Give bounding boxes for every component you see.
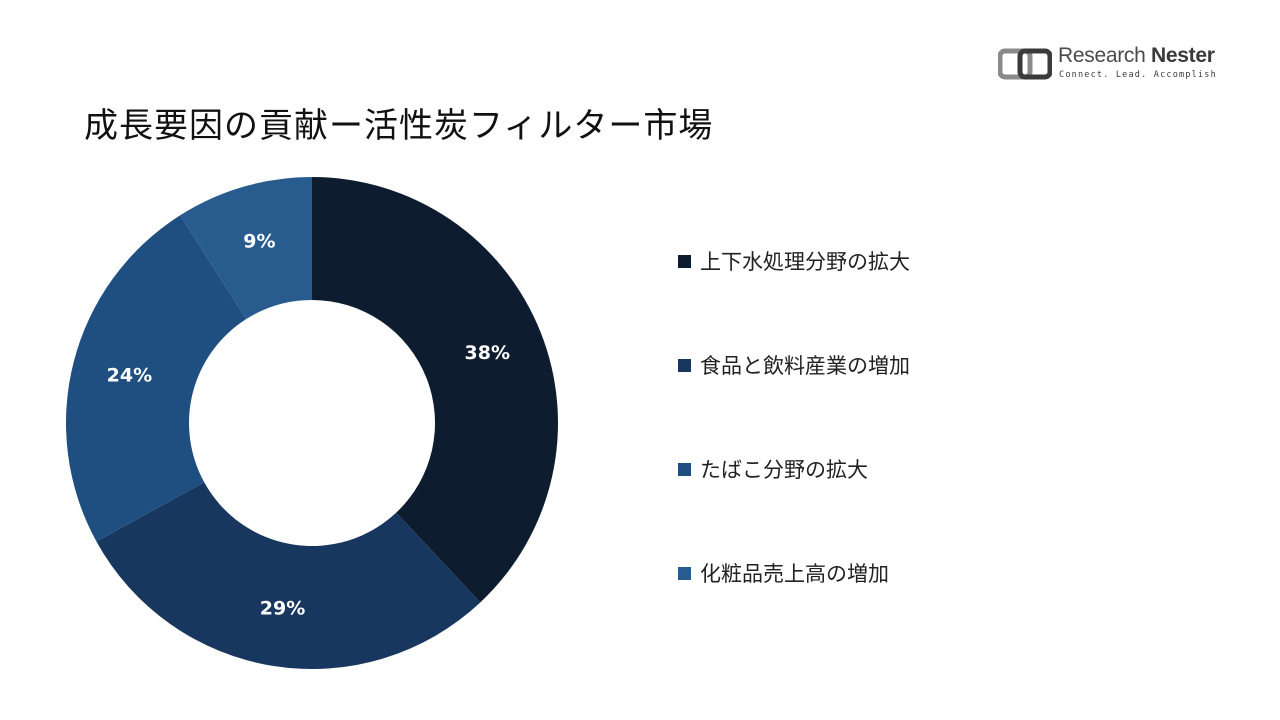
chart-title: 成長要因の貢献ー活性炭フィルター市場 [84, 106, 714, 146]
logo-name: Research Nester [1058, 44, 1215, 68]
donut-slice-4 [180, 177, 312, 320]
slice-data-label-4: 9% [243, 230, 275, 252]
research-nester-logo: Research Nester Connect. Lead. Accomplis… [998, 44, 1216, 82]
slice-data-label-3: 24% [107, 365, 152, 387]
legend-item-1: 上下水処理分野の拡大 [678, 246, 910, 276]
legend-swatch [678, 462, 691, 476]
slice-data-label-1: 38% [465, 342, 510, 364]
legend-swatch [678, 358, 691, 372]
legend-label: 化粧品売上高の増加 [700, 562, 889, 586]
logo-name-light: Research [1058, 44, 1146, 67]
donut-slice-1 [312, 177, 558, 603]
donut-slice-2 [96, 482, 481, 669]
legend-item-4: 化粧品売上高の増加 [678, 558, 889, 588]
donut-chart: 38% 29% 24% 9% [66, 177, 558, 669]
donut-slice-3 [66, 215, 247, 542]
logo-mark-icon [998, 48, 1052, 80]
legend-item-3: たばこ分野の拡大 [678, 454, 868, 484]
logo-tagline: Connect. Lead. Accomplish [1059, 70, 1217, 80]
legend-label: 食品と飲料産業の増加 [700, 354, 910, 378]
legend-label: たばこ分野の拡大 [700, 458, 868, 482]
logo-name-bold: Nester [1151, 44, 1215, 67]
legend-swatch [678, 254, 691, 268]
legend-label: 上下水処理分野の拡大 [700, 250, 910, 274]
legend-item-2: 食品と飲料産業の増加 [678, 350, 910, 380]
slice-data-label-2: 29% [260, 598, 305, 620]
legend-swatch [678, 566, 691, 580]
